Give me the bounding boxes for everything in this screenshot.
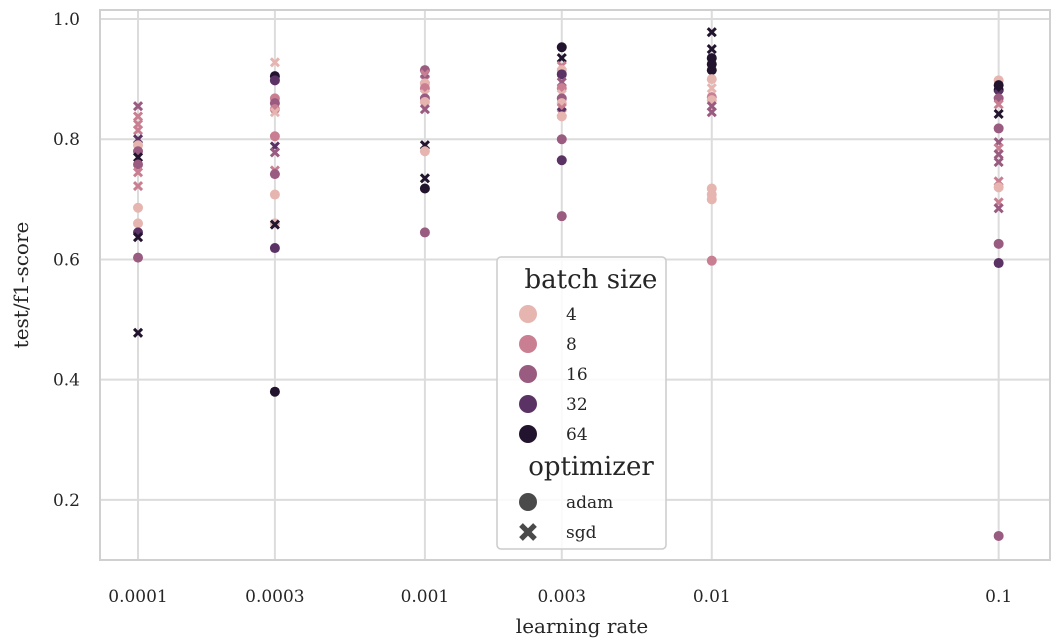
x-tick-label: 0.0003 (245, 587, 304, 607)
data-point (706, 255, 717, 266)
data-point (993, 123, 1004, 134)
legend-hue-entries: 4 8 16 32 64 (519, 305, 588, 445)
legend-style-marker (519, 523, 537, 541)
data-point (993, 203, 1004, 214)
data-point (419, 183, 430, 194)
legend-style-label: sgd (566, 523, 597, 543)
data-point (269, 147, 280, 158)
legend-hue-label: 16 (566, 365, 588, 385)
data-point (133, 252, 144, 263)
data-point (269, 131, 280, 142)
x-tick-labels: 0.0001 0.0003 0.001 0.003 0.01 0.1 (108, 587, 1012, 607)
legend-hue-label: 64 (566, 425, 588, 445)
data-point (133, 202, 144, 213)
data-point (132, 125, 144, 136)
data-point (132, 111, 144, 122)
legend-box (496, 256, 667, 550)
x-tick-label: 0.0001 (108, 587, 167, 607)
data-point (706, 83, 717, 94)
data-point (993, 238, 1004, 249)
data-point (706, 74, 717, 85)
y-tick-labels: 0.2 0.4 0.6 0.8 1.0 (53, 10, 80, 511)
data-point (556, 69, 567, 80)
data-point (706, 65, 717, 76)
data-point (132, 232, 144, 243)
legend: batch size 4 8 16 32 64 optimizer adam sgd (496, 256, 667, 550)
data-point (269, 75, 280, 86)
x-tick-label: 0.003 (537, 587, 586, 607)
data-point (556, 53, 567, 64)
y-tick-label: 1.0 (53, 10, 80, 30)
x-tick-label: 0.001 (401, 587, 450, 607)
data-point (706, 27, 717, 38)
data-point (993, 258, 1004, 269)
data-point (993, 108, 1004, 120)
data-point (993, 157, 1004, 168)
legend-style-title: optimizer (528, 452, 654, 482)
legend-hue-marker (519, 425, 537, 443)
legend-hue-label: 32 (566, 395, 588, 415)
legend-hue-marker (519, 395, 537, 413)
y-tick-label: 0.4 (53, 371, 80, 391)
data-point (993, 149, 1004, 160)
x-tick-label: 0.01 (693, 587, 731, 607)
data-point (269, 243, 280, 254)
data-point (269, 386, 280, 397)
data-point (993, 99, 1004, 110)
data-point (419, 227, 430, 238)
y-tick-label: 0.6 (53, 250, 80, 270)
data-point (269, 219, 280, 230)
legend-hue-label: 8 (566, 335, 577, 355)
legend-hue-label: 4 (566, 305, 577, 325)
legend-hue-marker (519, 335, 537, 353)
data-point (132, 181, 144, 192)
data-point (419, 146, 430, 157)
data-point (993, 182, 1004, 193)
legend-hue-marker (519, 305, 537, 323)
plot-frame (99, 9, 1051, 561)
data-point (132, 152, 144, 163)
data-point (269, 107, 280, 118)
data-points (132, 27, 1004, 541)
y-tick-label: 0.2 (53, 491, 80, 511)
data-point (556, 155, 567, 166)
data-point (706, 194, 717, 205)
data-point (133, 159, 144, 170)
legend-style-label: adam (566, 493, 613, 513)
data-point (133, 218, 144, 229)
y-axis-label: test/f1-score (9, 222, 33, 349)
data-point (419, 173, 430, 184)
data-point (132, 101, 144, 112)
data-point (706, 44, 717, 55)
data-point (269, 189, 280, 200)
x-tick-label: 0.1 (985, 587, 1012, 607)
data-point (419, 96, 430, 107)
data-point (556, 134, 567, 145)
data-point (132, 327, 144, 338)
data-point (132, 167, 144, 178)
legend-hue-title: batch size (525, 265, 658, 295)
data-point (706, 107, 717, 118)
data-point (419, 104, 430, 115)
y-tick-label: 0.8 (53, 130, 80, 150)
legend-style-marker (519, 493, 537, 511)
data-point (269, 57, 280, 68)
data-point (556, 42, 567, 53)
x-axis-label: learning rate (516, 614, 648, 638)
legend-style-entries: adam sgd (519, 493, 613, 543)
data-point (269, 169, 280, 180)
legend-hue-marker (519, 365, 537, 383)
data-point (993, 530, 1004, 541)
data-point (556, 211, 567, 222)
data-point (556, 111, 567, 122)
